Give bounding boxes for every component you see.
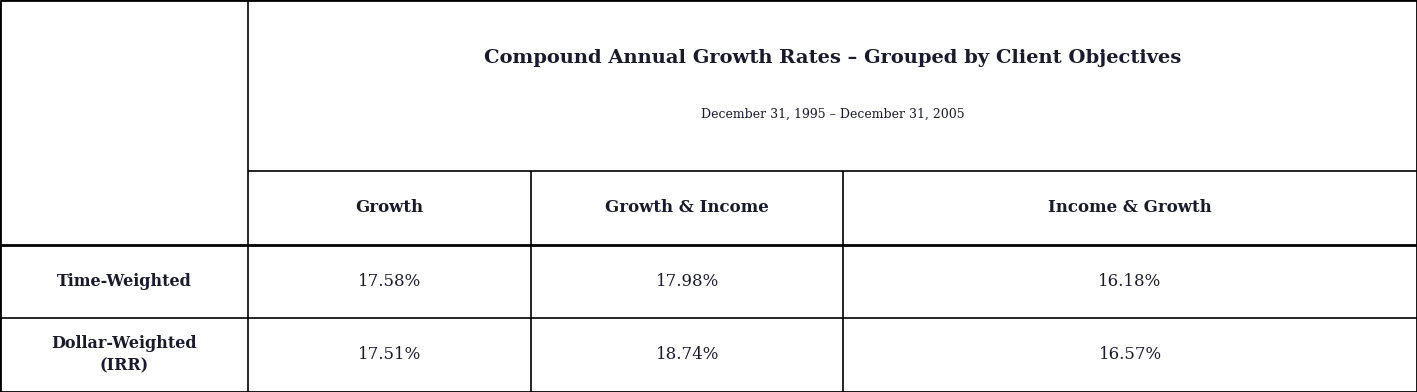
Text: 16.57%: 16.57% [1098,346,1162,363]
Text: Income & Growth: Income & Growth [1049,199,1212,216]
Text: 17.58%: 17.58% [359,273,421,290]
Text: 17.51%: 17.51% [359,346,421,363]
Text: 18.74%: 18.74% [656,346,718,363]
Text: 17.98%: 17.98% [656,273,718,290]
Text: Growth & Income: Growth & Income [605,199,769,216]
Text: Time-Weighted: Time-Weighted [57,273,191,290]
Text: 16.18%: 16.18% [1098,273,1162,290]
Text: Compound Annual Growth Rates – Grouped by Client Objectives: Compound Annual Growth Rates – Grouped b… [483,49,1182,67]
Text: December 31, 1995 – December 31, 2005: December 31, 1995 – December 31, 2005 [700,108,965,121]
Text: Growth: Growth [356,199,424,216]
Text: Dollar-Weighted
(IRR): Dollar-Weighted (IRR) [51,335,197,374]
